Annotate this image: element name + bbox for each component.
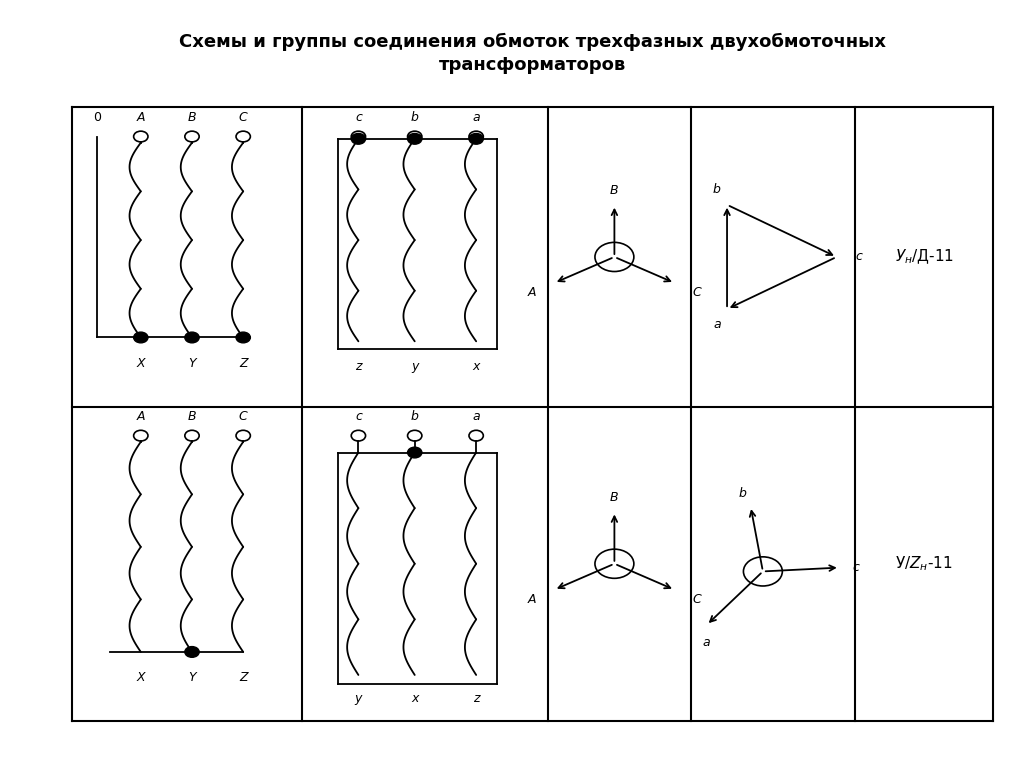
Circle shape: [469, 133, 483, 144]
Text: c: c: [855, 251, 862, 263]
Text: z: z: [473, 692, 479, 705]
Text: $У_н$/Д-11: $У_н$/Д-11: [895, 248, 953, 266]
Text: A: A: [527, 286, 536, 298]
Circle shape: [408, 133, 422, 144]
Text: a: a: [472, 111, 480, 124]
Text: c: c: [355, 111, 361, 124]
Text: b: b: [411, 410, 419, 423]
Text: X: X: [136, 671, 145, 684]
Text: C: C: [239, 111, 248, 124]
Text: B: B: [610, 185, 618, 197]
Text: X: X: [136, 357, 145, 370]
Text: трансформаторов: трансформаторов: [439, 56, 626, 74]
Circle shape: [351, 133, 366, 144]
Circle shape: [133, 332, 148, 343]
Circle shape: [236, 332, 250, 343]
Circle shape: [184, 332, 199, 343]
Text: x: x: [411, 692, 419, 705]
Text: У/$Z_н$-11: У/$Z_н$-11: [895, 555, 953, 573]
Text: Y: Y: [188, 671, 196, 684]
Text: B: B: [610, 492, 618, 504]
Text: c: c: [852, 561, 859, 574]
Text: a: a: [713, 318, 721, 331]
Text: A: A: [136, 111, 145, 124]
Text: x: x: [472, 360, 480, 374]
Text: C: C: [239, 410, 248, 423]
Text: a: a: [472, 410, 480, 423]
Text: Схемы и группы соединения обмоток трехфазных двухобмоточных: Схемы и группы соединения обмоток трехфа…: [179, 33, 886, 51]
Text: z: z: [355, 360, 361, 374]
Text: c: c: [355, 410, 361, 423]
Text: b: b: [713, 183, 721, 196]
Text: Z: Z: [239, 671, 248, 684]
Text: C: C: [693, 593, 701, 605]
Text: A: A: [136, 410, 145, 423]
Text: B: B: [187, 410, 197, 423]
Text: Z: Z: [239, 357, 248, 370]
Text: C: C: [693, 286, 701, 298]
Text: y: y: [354, 692, 362, 705]
Text: B: B: [187, 111, 197, 124]
Text: A: A: [527, 593, 536, 605]
Text: y: y: [411, 360, 419, 374]
Circle shape: [408, 447, 422, 458]
Circle shape: [184, 647, 199, 657]
Text: 0: 0: [93, 111, 101, 124]
Text: b: b: [738, 487, 746, 500]
Text: Y: Y: [188, 357, 196, 370]
Text: b: b: [411, 111, 419, 124]
Text: a: a: [702, 636, 711, 649]
